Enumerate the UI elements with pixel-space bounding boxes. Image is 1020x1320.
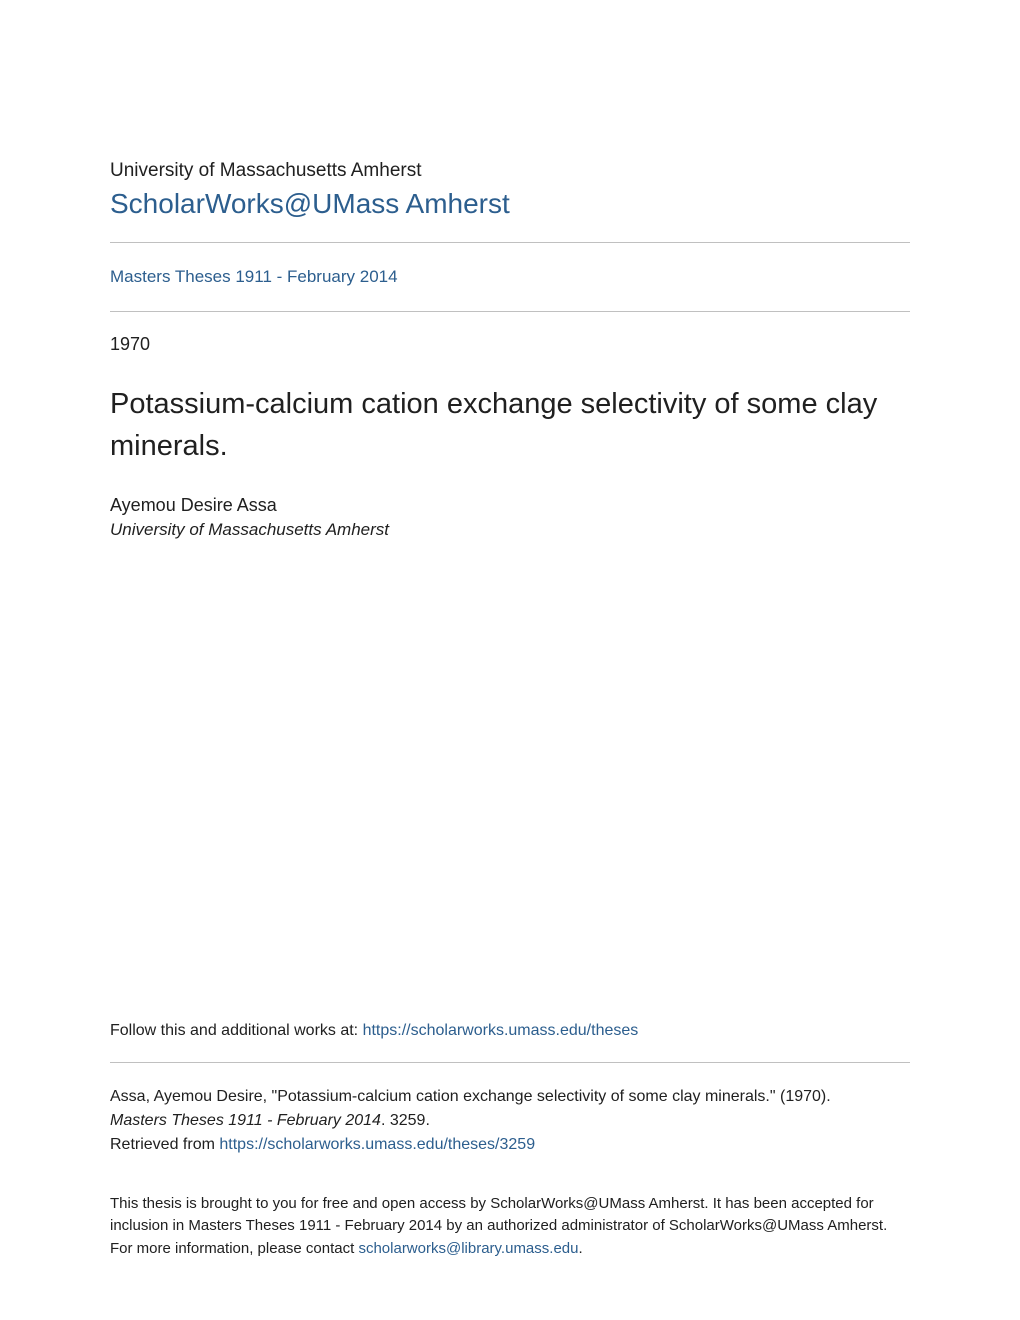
header-block: University of Massachusetts Amherst Scho… <box>110 160 910 312</box>
site-title-link[interactable]: ScholarWorks@UMass Amherst <box>110 188 910 220</box>
footer-block: Follow this and additional works at: htt… <box>110 1022 910 1261</box>
citation-series-suffix: . 3259. <box>381 1112 430 1129</box>
paper-title: Potassium-calcium cation exchange select… <box>110 383 910 467</box>
divider <box>110 242 910 243</box>
divider <box>110 1062 910 1063</box>
collection-link[interactable]: Masters Theses 1911 - February 2014 <box>110 267 910 287</box>
citation-series: Masters Theses 1911 - February 2014 <box>110 1112 381 1129</box>
publication-year: 1970 <box>110 334 910 355</box>
author-affiliation: University of Massachusetts Amherst <box>110 520 910 540</box>
citation-line1: Assa, Ayemou Desire, "Potassium-calcium … <box>110 1088 831 1105</box>
contact-email-link[interactable]: scholarworks@library.umass.edu <box>358 1240 578 1257</box>
retrieved-prefix: Retrieved from <box>110 1136 219 1153</box>
author-name: Ayemou Desire Assa <box>110 495 910 516</box>
access-note: This thesis is brought to you for free a… <box>110 1193 910 1261</box>
university-name: University of Massachusetts Amherst <box>110 160 910 182</box>
follow-prefix: Follow this and additional works at: <box>110 1022 363 1039</box>
follow-line: Follow this and additional works at: htt… <box>110 1022 910 1040</box>
thesis-permalink[interactable]: https://scholarworks.umass.edu/theses/32… <box>219 1136 535 1153</box>
divider <box>110 311 910 312</box>
theses-collection-link[interactable]: https://scholarworks.umass.edu/theses <box>363 1022 639 1039</box>
access-note-suffix: . <box>578 1240 582 1257</box>
citation-block: Assa, Ayemou Desire, "Potassium-calcium … <box>110 1085 910 1157</box>
